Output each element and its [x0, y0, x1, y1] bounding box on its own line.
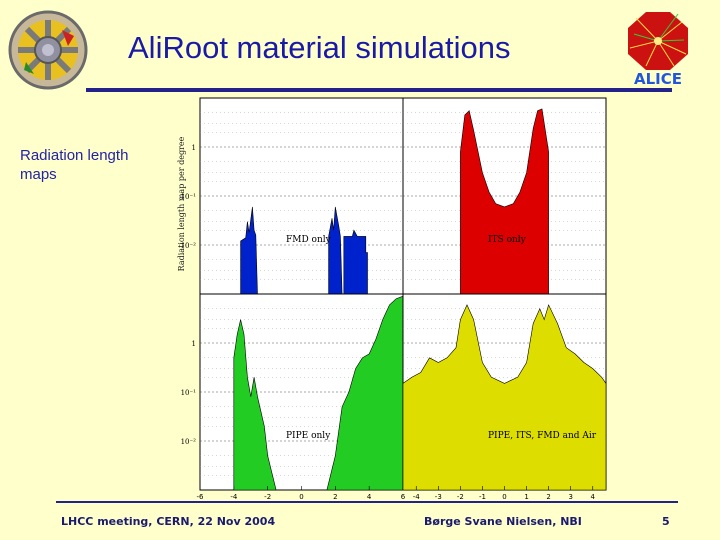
footer-author: Børge Svane Nielsen, NBI [424, 515, 582, 528]
detector-wheel-logo [4, 6, 92, 94]
x-tick-label: 3 [568, 493, 572, 501]
page-number: 5 [662, 515, 670, 528]
series-label: PIPE only [286, 431, 331, 441]
y-tick-label: 1 [192, 144, 196, 152]
series-area-1-3 [343, 229, 368, 295]
x-tick-label: 4 [591, 493, 596, 501]
y-tick-label: 1 [192, 340, 196, 348]
x-tick-label: 2 [333, 493, 337, 501]
footer-event: LHCC meeting, CERN, 22 Nov 2004 [61, 515, 276, 528]
series-area-3-2 [326, 295, 404, 491]
x-tick-label: -4 [230, 493, 238, 501]
sidebar-line-1: Radiation length [20, 147, 129, 164]
page-title: AliRoot material simulations [128, 30, 511, 65]
y-tick-label: 10⁻² [181, 438, 197, 446]
x-tick-label: -2 [264, 493, 271, 501]
series-area-4-1 [402, 304, 607, 491]
x-tick-label: -1 [479, 493, 486, 501]
series-area-2-1 [460, 108, 549, 295]
x-tick-label: -3 [435, 493, 442, 501]
x-tick-label: 6 [401, 493, 406, 501]
x-tick-label: 0 [299, 493, 303, 501]
y-tick-label: 10⁻¹ [181, 193, 197, 201]
x-tick-label: 1 [524, 493, 528, 501]
svg-text:ALICE: ALICE [634, 70, 682, 88]
series-label: PIPE, ITS, FMD and Air [488, 431, 597, 441]
series-area-1-1 [240, 206, 258, 295]
footer-line [56, 501, 678, 503]
x-tick-label: -2 [457, 493, 464, 501]
series-label: FMD only [286, 235, 332, 245]
x-tick-label: -6 [197, 493, 205, 501]
alice-logo: ALICE [616, 4, 700, 88]
radiation-length-chart: Radiation length map per degree FMD only 1… [177, 97, 607, 501]
x-tick-label: 0 [502, 493, 506, 501]
x-tick-label: -4 [413, 493, 421, 501]
series-area-1-2 [328, 206, 343, 295]
series-area-3-1 [233, 319, 277, 491]
y-tick-label: 10⁻² [181, 242, 197, 250]
y-axis-title: Radiation length map per degree [177, 136, 186, 271]
radiation-length-plot: Radiation length map per degree FMD only 1… [168, 94, 612, 506]
title-underline [86, 88, 672, 92]
series-label: ITS only [488, 235, 527, 245]
y-tick-label: 10⁻¹ [181, 389, 197, 397]
sidebar-line-2: maps [20, 166, 57, 183]
x-tick-label: 2 [546, 493, 550, 501]
x-tick-label: 4 [367, 493, 372, 501]
sidebar-label: Radiation length maps [20, 146, 160, 184]
